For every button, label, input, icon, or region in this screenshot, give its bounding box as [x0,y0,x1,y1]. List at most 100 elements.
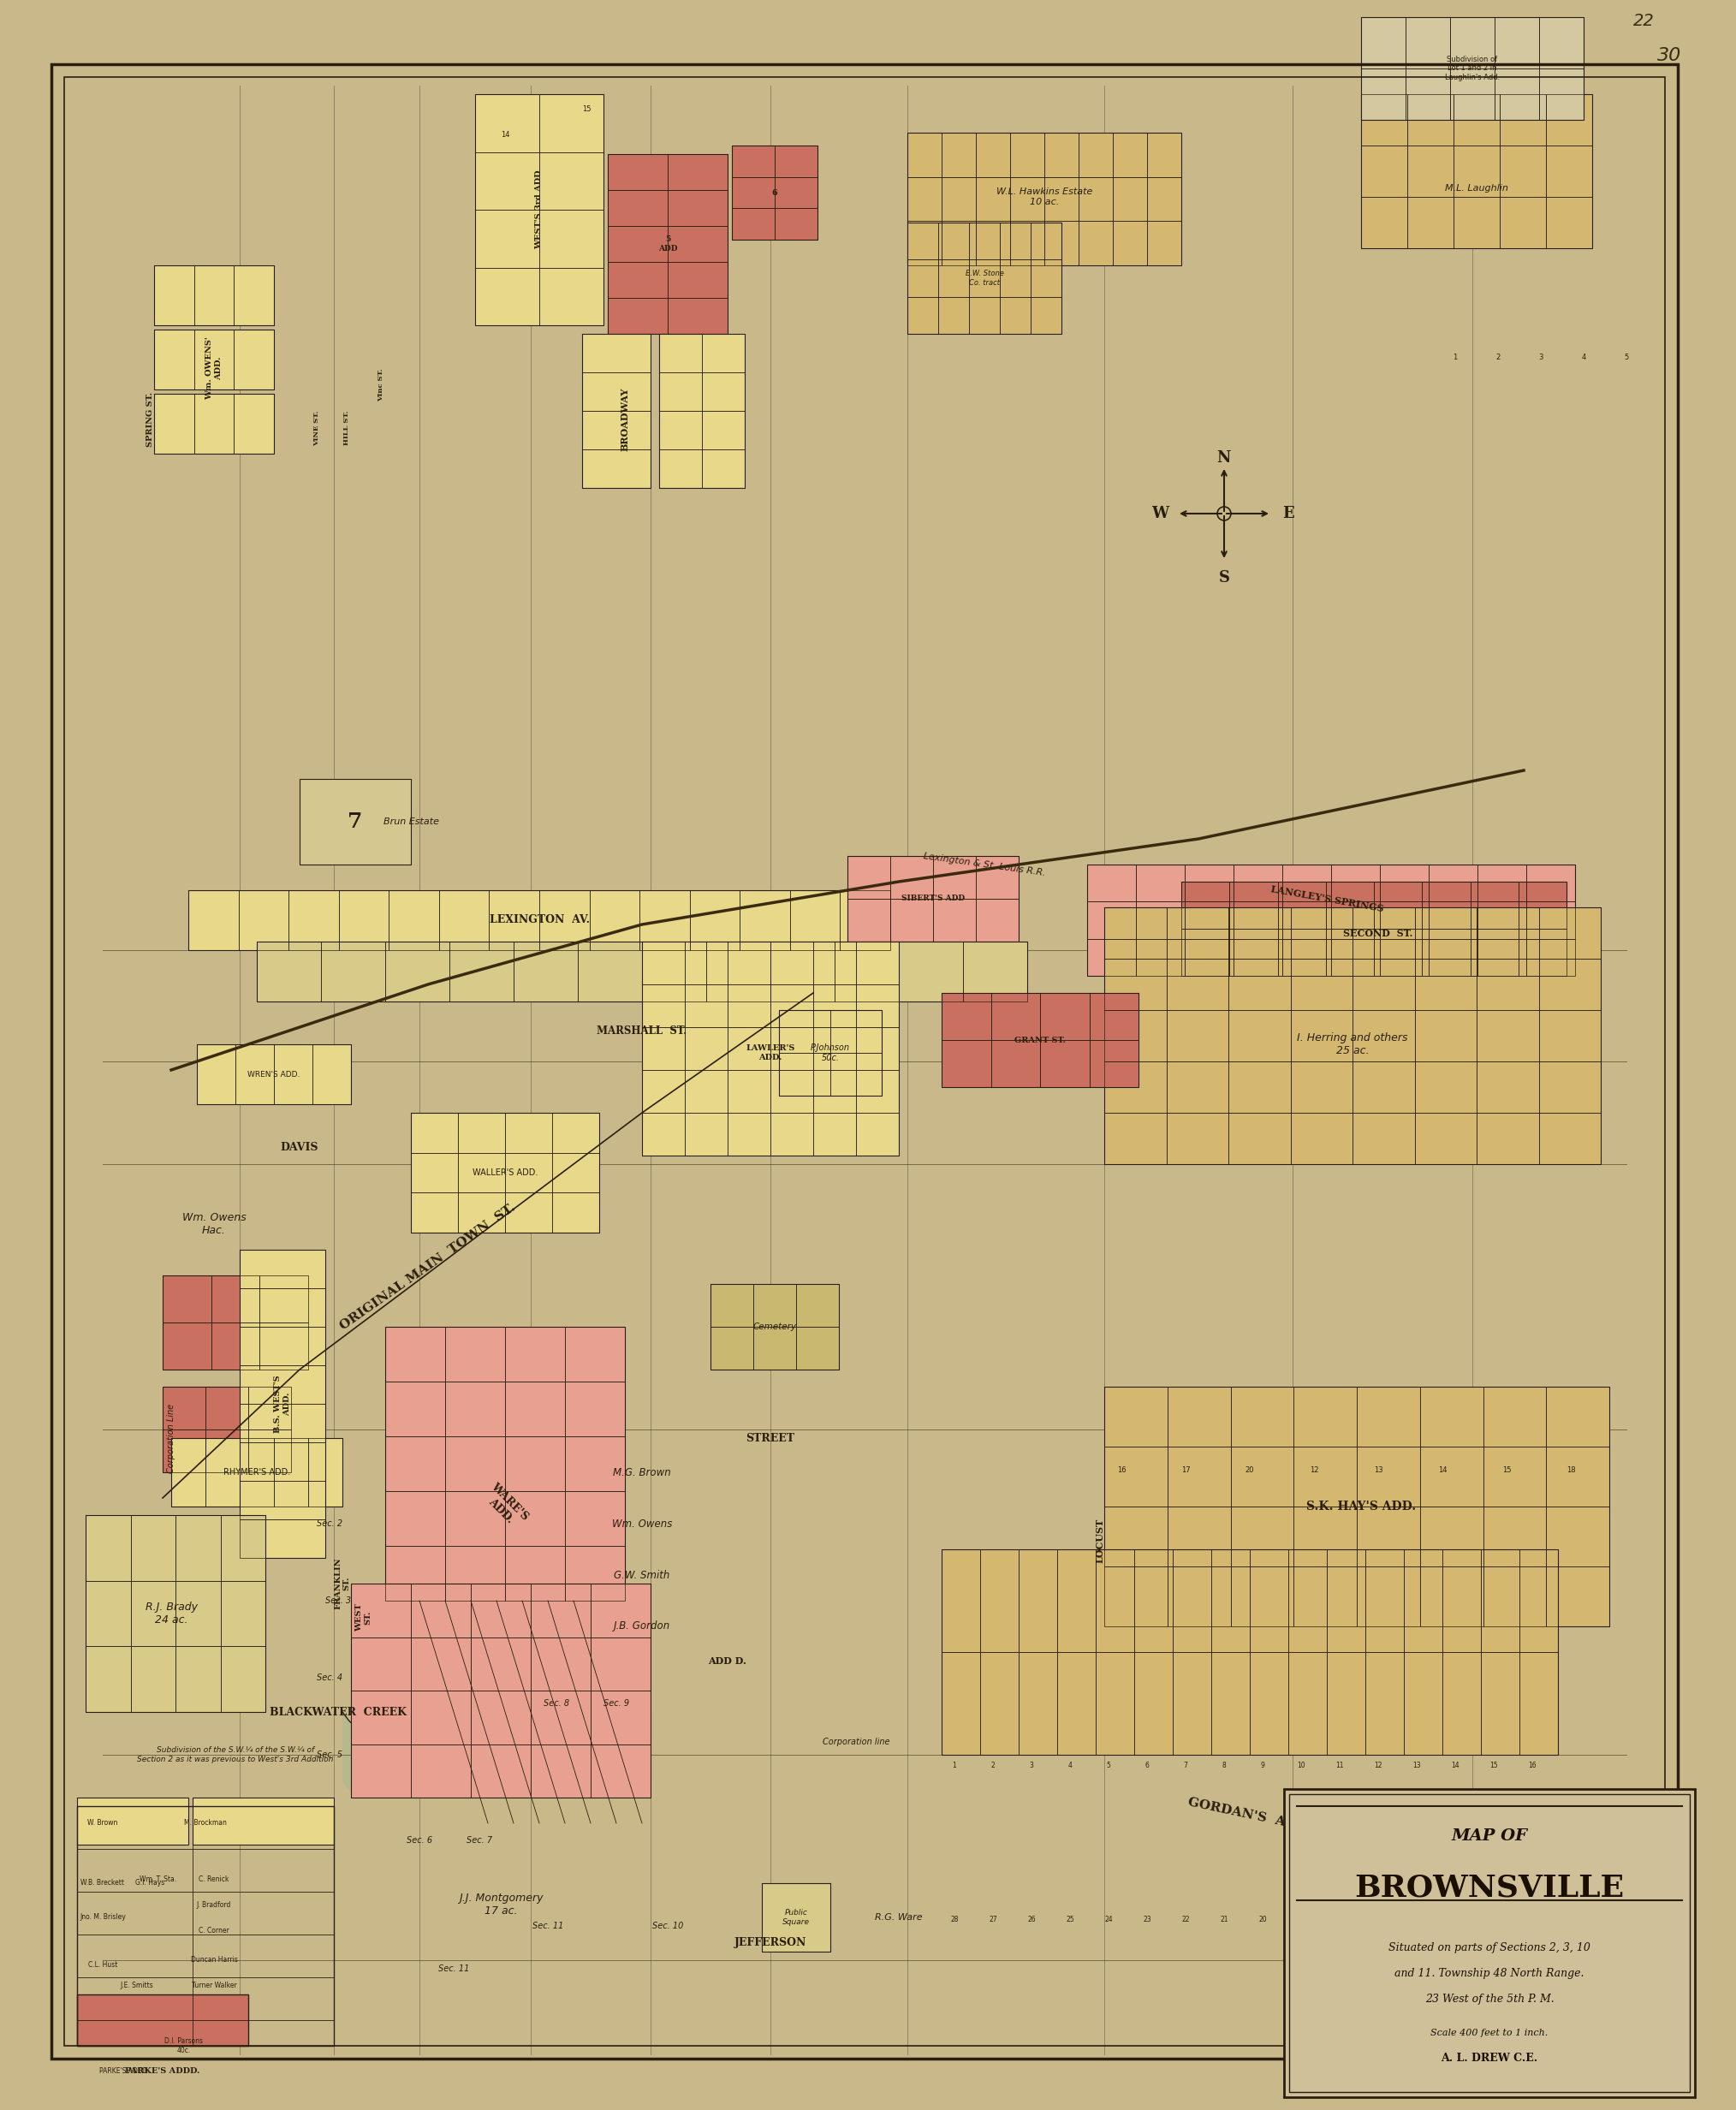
Text: HILL ST.: HILL ST. [344,411,351,445]
Bar [1095,1549,1134,1652]
Bar [351,1585,651,1798]
Bar [1040,994,1088,1040]
Text: 2: 2 [991,1762,995,1770]
Bar [531,1585,590,1637]
Bar [234,395,274,454]
Bar [969,298,1000,333]
Bar [941,1549,1557,1756]
Bar [540,890,590,950]
Text: LOCUST: LOCUST [1095,1519,1104,1564]
Bar [991,994,1040,1040]
Bar [1429,865,1477,901]
Bar [1288,1549,1326,1652]
Bar [1495,17,1540,68]
Bar [163,1386,205,1428]
Bar [1104,1447,1167,1507]
Text: 20: 20 [1245,1466,1255,1475]
Bar [660,333,745,487]
Bar [175,1515,220,1580]
Text: Lexington & St. Louis R.R.: Lexington & St. Louis R.R. [924,852,1047,878]
Bar [1167,1507,1231,1566]
Bar [470,1690,531,1745]
Bar [1000,260,1031,298]
Bar [240,1365,325,1403]
Text: Brun Estate: Brun Estate [384,817,439,825]
Bar [582,449,651,487]
Bar [1147,177,1180,222]
Text: 22: 22 [1182,1916,1189,1924]
Bar [1540,68,1583,120]
Bar [505,1327,564,1382]
Bar [582,411,651,449]
Text: Jno. M. Brisley: Jno. M. Brisley [80,1914,125,1922]
Bar [668,262,727,298]
Bar [411,1112,599,1232]
Bar [1057,1549,1095,1652]
Bar [1045,222,1078,266]
Bar [1174,1549,1212,1652]
Bar [351,1637,411,1690]
Text: E: E [1283,506,1293,521]
Bar [976,177,1010,222]
Bar [1147,222,1180,266]
Bar [240,1439,274,1507]
Bar [194,329,234,390]
Text: 30: 30 [1658,46,1682,63]
Bar [847,857,1019,941]
Bar [856,985,899,1028]
Bar [1450,17,1495,68]
Text: Wm. Owens: Wm. Owens [611,1517,672,1530]
Bar [1429,901,1477,939]
Bar [1000,298,1031,333]
Bar [582,333,651,371]
Text: FRANKLIN
ST.: FRANKLIN ST. [333,1557,351,1610]
Bar [163,1386,292,1473]
Bar [1135,865,1184,901]
Bar [1481,1652,1519,1756]
Bar [733,177,774,209]
Bar [212,1274,260,1323]
Bar [1332,865,1380,901]
Text: 10: 10 [1297,1762,1305,1770]
Text: Corporation line: Corporation line [823,1739,889,1747]
Bar [1104,1386,1609,1627]
Bar [771,985,812,1028]
Bar [1404,1652,1443,1756]
Bar [196,1044,236,1104]
Text: 15: 15 [1502,1466,1510,1475]
Bar [1326,1549,1364,1652]
Text: Turner Walker: Turner Walker [191,1981,236,1990]
Bar [812,1028,856,1070]
Bar [540,152,604,209]
Text: 24: 24 [1104,1916,1113,1924]
Bar [1293,1566,1358,1627]
Bar [240,1519,325,1557]
Bar [130,1646,175,1711]
Bar [1184,901,1234,939]
Text: 21: 21 [1220,1916,1227,1924]
Bar [476,268,540,325]
Text: G.W. Smith: G.W. Smith [615,1570,670,1580]
Bar [937,298,969,333]
Bar [1380,901,1429,939]
Bar [762,1882,830,1952]
Bar [727,1028,771,1070]
Text: ADD D.: ADD D. [708,1656,746,1665]
Bar [847,899,891,941]
Bar [668,154,727,190]
Text: Cemetery: Cemetery [753,1323,797,1331]
Text: 5
ADD: 5 ADD [658,236,677,253]
Text: Sec. 7: Sec. 7 [467,1836,493,1844]
Bar [1088,1040,1139,1087]
Bar [1364,1652,1404,1756]
Bar [1450,68,1495,120]
Text: Sec. 2: Sec. 2 [316,1519,342,1528]
Bar [1134,1549,1174,1652]
Bar [1113,222,1147,266]
Bar [476,95,604,325]
Bar [701,411,745,449]
Text: 15: 15 [582,106,590,114]
Bar [1087,901,1135,939]
Bar [1420,1566,1483,1627]
Bar [1364,1549,1404,1652]
